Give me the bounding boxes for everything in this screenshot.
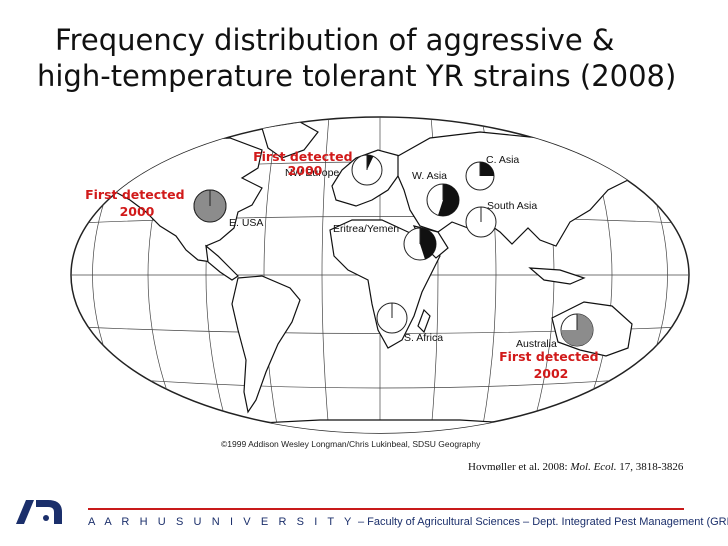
usa-first-detected: First detected 2000 — [85, 187, 189, 219]
region-labels: E. USA NW Europe C. Asia W. Asia South A… — [229, 154, 557, 350]
label-eritrea-yemen: Eritrea/Yemen — [333, 223, 399, 235]
label-c-asia: C. Asia — [486, 154, 519, 166]
label-w-asia: W. Asia — [412, 170, 447, 182]
citation-volume: 17, 3818-3826 — [616, 461, 684, 473]
indonesia — [528, 267, 586, 285]
footer-divider — [88, 508, 684, 510]
map-credit: ©1999 Addison Wesley Longman/Chris Lukin… — [221, 439, 481, 449]
pie-s-africa — [376, 302, 408, 334]
footer-university: A A R H U S U N I V E R S I T Y — [88, 516, 355, 528]
pie-slice-c-asia — [480, 162, 494, 176]
nw-europe-first-detected: First detected 2000 — [253, 149, 357, 178]
pie-slice-eritrea-yemen — [420, 228, 437, 260]
pie-markers — [193, 154, 594, 347]
usa-detected-line-2: 2000 — [120, 204, 155, 219]
label-australia: Australia — [516, 338, 557, 350]
footer: A A R H U S U N I V E R S I T Y – Facult… — [88, 516, 728, 528]
label-s-africa: S. Africa — [404, 332, 443, 344]
new-zealand — [643, 354, 655, 378]
slide-title: Frequency distribution of aggressive & h… — [0, 22, 700, 94]
citation-authors: Hovmøller et al. 2008: — [468, 461, 571, 473]
pie-south-asia — [465, 206, 497, 238]
australia-first-detected: First detected 2002 — [499, 349, 603, 381]
nw-europe-detected-line-1: First detected — [253, 149, 352, 164]
label-south-asia: South Asia — [487, 200, 537, 212]
south-america — [231, 275, 301, 414]
citation: Hovmøller et al. 2008: Mol. Ecol. 17, 38… — [468, 461, 683, 473]
australia-detected-line-2: 2002 — [534, 366, 569, 381]
citation-journal: Mol. Ecol. — [570, 461, 617, 473]
title-line-2: high-temperature tolerant YR strains (20… — [37, 59, 677, 93]
nw-europe-detected-line-2: 2000 — [288, 163, 323, 178]
aarhus-university-logo-icon — [16, 500, 62, 524]
australia-detected-line-1: First detected — [499, 349, 598, 364]
usa-detected-line-1: First detected — [85, 187, 184, 202]
label-nw-europe: NW Europe — [285, 167, 339, 179]
first-detected-annotations: First detected 2000 First detected 2000 … — [85, 149, 603, 381]
madagascar — [417, 308, 431, 334]
title-line-1: Frequency distribution of aggressive & — [55, 23, 615, 57]
footer-department: – Faculty of Agricultural Sciences – Dep… — [354, 516, 728, 528]
pie-nw-europe — [351, 154, 383, 186]
pie-w-asia — [426, 183, 460, 217]
pie-slice-nw-europe — [367, 155, 374, 170]
antarctica — [199, 419, 562, 433]
pie-e-usa — [193, 189, 227, 223]
pie-eritrea-yemen — [403, 227, 437, 261]
central-america — [205, 244, 239, 281]
pie-australia — [560, 313, 594, 347]
label-e-usa: E. USA — [229, 217, 263, 229]
pie-c-asia — [465, 161, 495, 191]
